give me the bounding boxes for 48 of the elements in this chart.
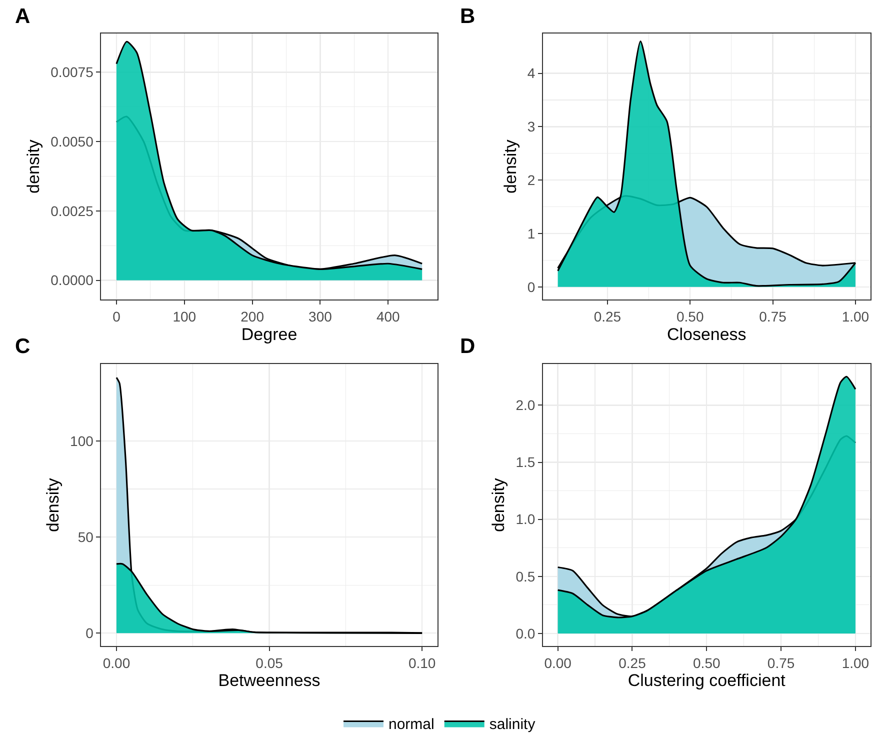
x-axis-title: Clustering coefficient — [628, 671, 786, 690]
legend-label: normal — [388, 716, 434, 734]
x-axis-title: Degree — [241, 324, 298, 344]
y-tick-label: 0.0075 — [50, 64, 94, 80]
x-tick-label: 0.25 — [618, 654, 646, 671]
y-axis-title: density — [489, 478, 508, 532]
y-tick-label: 1 — [527, 225, 536, 242]
y-tick-label: 2.0 — [516, 397, 536, 414]
chart-title: A — [15, 5, 30, 28]
x-tick-label: 0.75 — [759, 308, 787, 324]
y-tick-label: 1.5 — [516, 454, 536, 470]
x-tick-label: 300 — [308, 308, 332, 324]
x-tick-label: 1.00 — [842, 308, 870, 324]
y-tick-label: 1.0 — [516, 511, 536, 528]
y-tick-label: 0.5 — [516, 568, 536, 584]
x-tick-label: 200 — [240, 308, 264, 324]
x-tick-label: 0 — [112, 308, 121, 324]
x-tick-label: 0.00 — [102, 654, 130, 671]
x-tick-label: 0.25 — [594, 308, 622, 324]
x-axis-title: Closeness — [666, 324, 746, 344]
y-tick-label: 0 — [86, 625, 94, 642]
x-tick-label: 0.75 — [767, 654, 795, 671]
y-axis-title: density — [44, 478, 63, 532]
x-tick-label: 1.00 — [842, 654, 870, 671]
y-axis-title: density — [24, 139, 44, 194]
x-tick-label: 0.50 — [676, 308, 704, 324]
x-tick-label: 400 — [376, 308, 400, 324]
chart-title: C — [15, 335, 30, 358]
y-tick-label: 0.0000 — [50, 272, 94, 288]
x-tick-label: 100 — [172, 308, 196, 324]
y-tick-label: 0.0 — [516, 625, 536, 642]
x-tick-label: 0.50 — [693, 654, 720, 671]
y-tick-label: 50 — [78, 528, 94, 545]
x-tick-label: 0.10 — [408, 654, 436, 671]
legend-label: salinity — [489, 716, 536, 734]
y-tick-label: 3 — [527, 118, 536, 135]
y-tick-label: 0.0025 — [50, 202, 94, 219]
y-tick-label: 0.0050 — [50, 133, 94, 150]
x-axis-title: Betweenness — [218, 671, 320, 690]
chart-title: D — [460, 335, 476, 358]
y-axis-title: density — [500, 139, 520, 194]
chart-title: B — [460, 5, 476, 28]
y-tick-label: 100 — [70, 432, 94, 449]
y-tick-label: 4 — [527, 65, 536, 82]
x-tick-label: 0.00 — [544, 654, 572, 671]
x-tick-label: 0.05 — [256, 654, 284, 671]
y-tick-label: 0 — [527, 278, 536, 295]
y-tick-label: 2 — [527, 172, 536, 188]
